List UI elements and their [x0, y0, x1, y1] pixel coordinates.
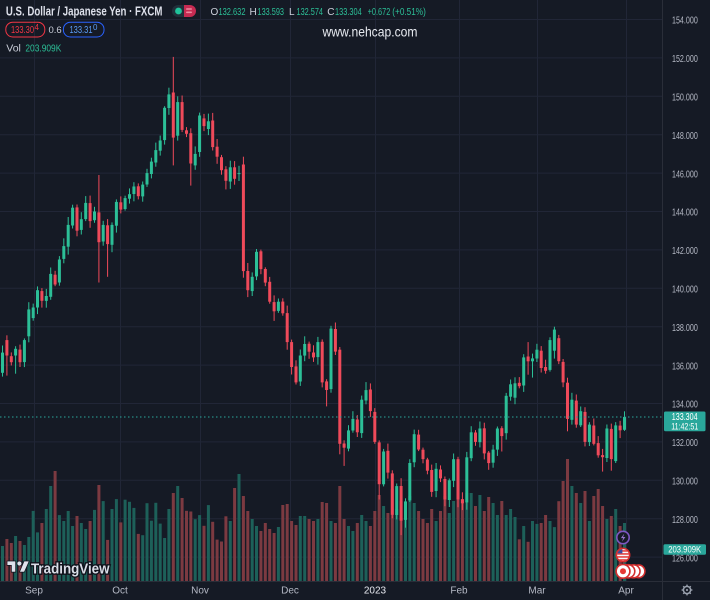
svg-text:203.909K: 203.909K	[668, 545, 702, 556]
svg-text:133.593: 133.593	[258, 7, 285, 18]
svg-text:132.574: 132.574	[297, 7, 324, 18]
svg-text:Dec: Dec	[281, 586, 299, 597]
svg-text:H: H	[250, 7, 257, 18]
svg-text:138.000: 138.000	[672, 323, 698, 334]
svg-text:TradingView: TradingView	[31, 562, 110, 578]
svg-text:150.000: 150.000	[672, 93, 698, 104]
svg-text:Sep: Sep	[25, 586, 43, 597]
svg-text:Oct: Oct	[112, 586, 128, 597]
svg-text:(+0.51%): (+0.51%)	[392, 7, 426, 18]
svg-text:136.000: 136.000	[672, 361, 698, 372]
svg-text:146.000: 146.000	[672, 169, 698, 180]
svg-text:134.000: 134.000	[672, 400, 698, 411]
svg-text:132.000: 132.000	[672, 438, 698, 449]
svg-text:4: 4	[35, 23, 40, 32]
svg-text:Mar: Mar	[528, 586, 546, 597]
svg-text:O: O	[211, 7, 219, 18]
svg-text:Feb: Feb	[450, 586, 468, 597]
svg-text:133.304: 133.304	[335, 7, 362, 18]
svg-text:140.000: 140.000	[672, 285, 698, 296]
svg-text:133.31: 133.31	[70, 25, 93, 36]
svg-text:U.S. Dollar / Japanese Yen · F: U.S. Dollar / Japanese Yen · FXCM	[6, 5, 163, 19]
svg-text:www.nehcap.com: www.nehcap.com	[322, 24, 418, 40]
svg-text:11:42:51: 11:42:51	[671, 421, 698, 431]
svg-text:2023: 2023	[364, 586, 387, 597]
svg-text:+0.672: +0.672	[368, 7, 391, 18]
svg-text:152.000: 152.000	[672, 54, 698, 65]
svg-text:Vol: Vol	[6, 43, 21, 55]
svg-text:Apr: Apr	[618, 586, 634, 597]
svg-text:C: C	[327, 7, 334, 18]
svg-text:0: 0	[93, 23, 98, 32]
svg-text:142.000: 142.000	[672, 246, 698, 257]
svg-text:133.30: 133.30	[11, 25, 34, 36]
svg-text:203.909K: 203.909K	[25, 43, 61, 55]
svg-text:130.000: 130.000	[672, 477, 698, 488]
svg-text:154.000: 154.000	[672, 16, 698, 27]
svg-text:Nov: Nov	[191, 586, 209, 597]
svg-text:133.304: 133.304	[672, 412, 698, 423]
svg-text:144.000: 144.000	[672, 208, 698, 219]
svg-text:0.6: 0.6	[49, 25, 62, 36]
svg-text:126.000: 126.000	[672, 553, 698, 564]
svg-text:128.000: 128.000	[672, 515, 698, 526]
svg-text:148.000: 148.000	[672, 131, 698, 142]
svg-text:132.632: 132.632	[219, 7, 246, 18]
svg-text:L: L	[289, 7, 295, 18]
